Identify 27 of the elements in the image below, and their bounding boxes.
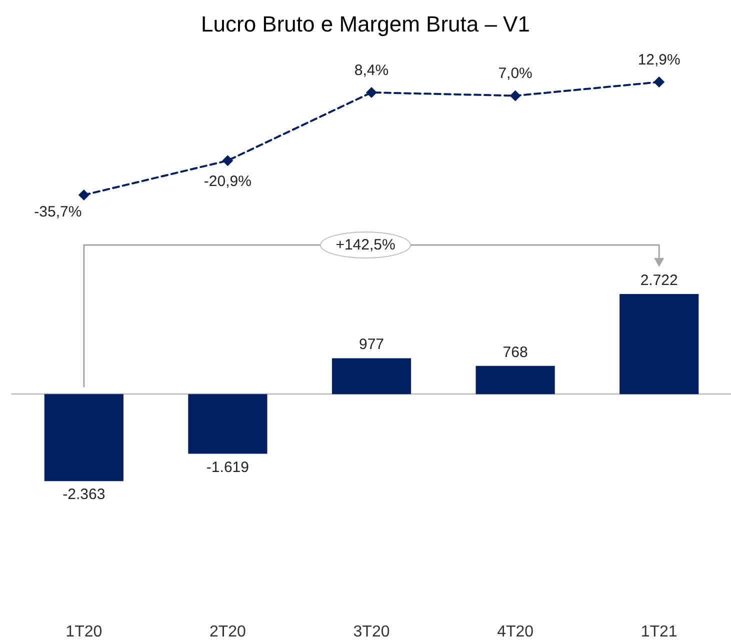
text: +142,5%	[336, 236, 396, 254]
data-label: 977	[358, 336, 384, 354]
data-label: -35,7%	[34, 204, 82, 220]
data-label: 2.722	[640, 272, 678, 289]
bar	[620, 294, 699, 394]
x-tick-label: 3T20	[353, 624, 390, 640]
x-tick-label: 4T20	[497, 624, 534, 640]
bar	[332, 358, 412, 394]
data-label: -20,9%	[204, 173, 252, 190]
chart-title: Lucro Bruto e Margem Bruta – V1	[201, 12, 530, 36]
point	[510, 90, 521, 102]
point	[78, 190, 90, 200]
data-label: 7,0%	[498, 65, 532, 82]
data-label: -2.363	[62, 486, 106, 504]
data-label: 8,4%	[354, 62, 389, 79]
bar	[44, 394, 124, 482]
point	[654, 76, 665, 88]
data-label: -1.619	[206, 458, 249, 476]
x-tick-label: 1T21	[640, 624, 678, 640]
x-tick-label: 1T20	[66, 624, 102, 640]
bar	[476, 366, 555, 394]
data-label: 768	[502, 344, 528, 361]
point	[222, 155, 234, 166]
x-tick-label: 2T20	[209, 624, 246, 640]
data-label: 12,9%	[638, 52, 680, 68]
point	[366, 86, 377, 98]
bar	[188, 394, 268, 454]
